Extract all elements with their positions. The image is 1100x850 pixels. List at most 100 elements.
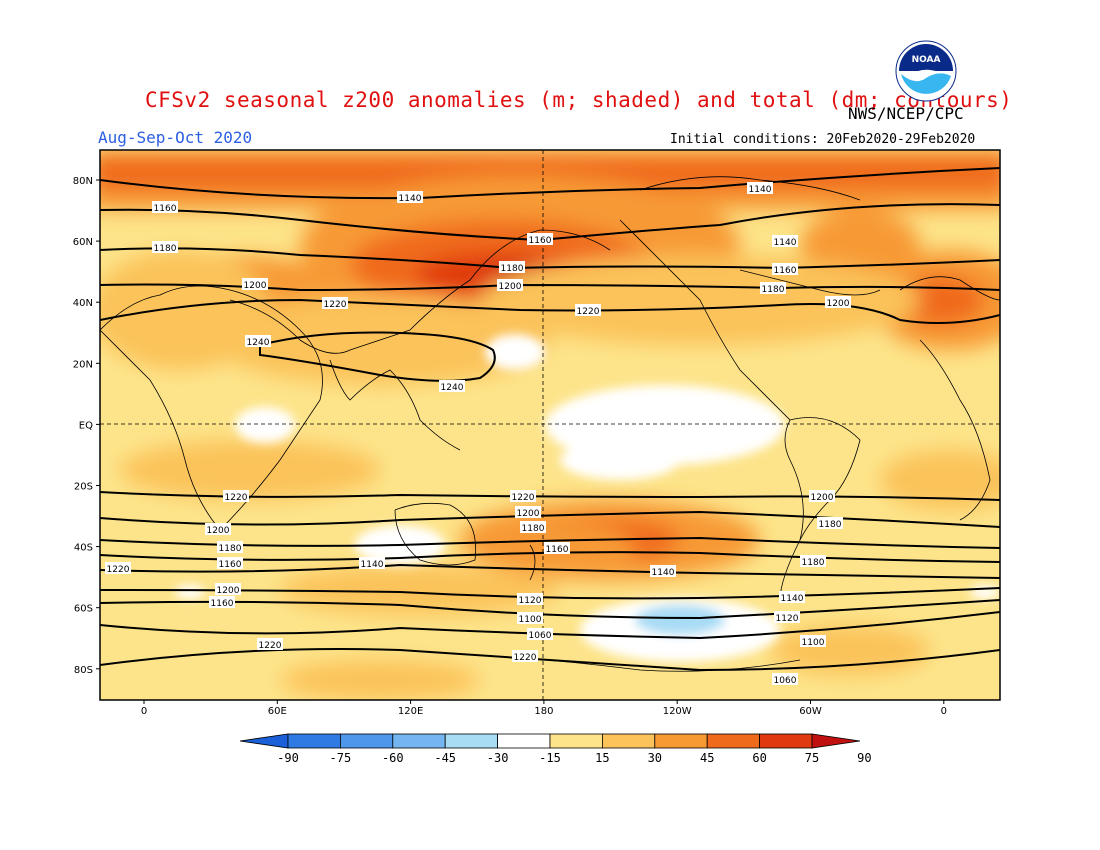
colorbar-cell <box>392 733 446 749</box>
svg-text:1100: 1100 <box>519 615 542 625</box>
colorbar-cell <box>444 733 499 749</box>
svg-text:1180: 1180 <box>819 520 842 530</box>
colorbar-label: -45 <box>434 751 456 765</box>
colorbar-cell <box>759 733 813 749</box>
contour-label: 1140 <box>779 591 805 604</box>
svg-text:1180: 1180 <box>762 285 785 295</box>
lat-tick-label: 20N <box>73 359 93 370</box>
lat-tick-label: 20S <box>74 482 93 493</box>
lat-tick-label: 40N <box>73 298 93 309</box>
contour-label: 1180 <box>800 555 826 568</box>
longitude-axis: 0 60E 120E 180 120W 60W 0 <box>141 700 947 717</box>
svg-text:1120: 1120 <box>519 596 542 606</box>
contour-label: 1160 <box>544 542 570 555</box>
svg-text:1160: 1160 <box>211 599 234 609</box>
colorbar-cell-max <box>811 733 861 749</box>
contour-label: 1160 <box>152 201 178 214</box>
anomaly-shading <box>100 150 1000 700</box>
svg-text:1220: 1220 <box>259 641 282 651</box>
contour-label: 1120 <box>774 611 800 624</box>
svg-text:1200: 1200 <box>217 586 240 596</box>
svg-text:1180: 1180 <box>501 264 524 274</box>
svg-text:1120: 1120 <box>776 614 799 624</box>
contour-label: 1180 <box>817 517 843 530</box>
svg-text:1220: 1220 <box>324 300 347 310</box>
contour-label: 1100 <box>800 635 826 648</box>
colorbar-cell <box>706 733 761 749</box>
contour-label: 1220 <box>257 638 283 651</box>
contour-label: 1220 <box>575 304 601 317</box>
contour-label: 1240 <box>439 380 465 393</box>
colorbar-cell <box>654 733 708 749</box>
svg-text:1180: 1180 <box>802 558 825 568</box>
lat-tick-label: EQ <box>79 420 93 431</box>
svg-text:1160: 1160 <box>546 545 569 555</box>
svg-text:1180: 1180 <box>522 524 545 534</box>
logo-text: NOAA <box>912 55 941 65</box>
svg-text:1140: 1140 <box>652 568 675 578</box>
contour-label: 1240 <box>245 335 271 348</box>
coastlines <box>100 176 1000 672</box>
contour-label: 1200 <box>497 279 523 292</box>
svg-text:1220: 1220 <box>577 307 600 317</box>
colorbar-label: 75 <box>805 751 819 765</box>
colorbar-cell <box>497 733 551 749</box>
lon-tick-label: 60E <box>268 706 287 717</box>
svg-text:1200: 1200 <box>811 493 834 503</box>
svg-text:1200: 1200 <box>499 282 522 292</box>
svg-text:1140: 1140 <box>399 194 422 204</box>
contour-label: 1120 <box>517 593 543 606</box>
colorbar-cell <box>339 733 394 749</box>
initial-conditions-label: Initial conditions: 20Feb2020-29Feb2020 <box>670 132 976 147</box>
lon-tick-label: 0 <box>141 706 147 717</box>
svg-text:1160: 1160 <box>529 236 552 246</box>
contour-label: 1140 <box>747 182 773 195</box>
svg-text:1060: 1060 <box>774 676 797 686</box>
contour-label: 1060 <box>527 628 553 641</box>
colorbar-label: 45 <box>700 751 714 765</box>
lon-tick-label: 60W <box>799 706 822 717</box>
contour-label: 1220 <box>512 650 538 663</box>
svg-text:1200: 1200 <box>827 299 850 309</box>
svg-text:1140: 1140 <box>361 560 384 570</box>
colorbar-label: 60 <box>752 751 766 765</box>
contour-label: 1200 <box>205 523 231 536</box>
colorbar-cell-min <box>239 733 289 749</box>
svg-text:1220: 1220 <box>512 493 535 503</box>
contour-label: 1100 <box>517 612 543 625</box>
colorbar-cell <box>549 733 603 749</box>
svg-text:1140: 1140 <box>774 238 797 248</box>
contour-label: 1160 <box>772 263 798 276</box>
lat-tick-label: 80N <box>73 176 93 187</box>
contour-label: 1140 <box>359 557 385 570</box>
colorbar-label: -60 <box>382 751 404 765</box>
lat-tick-label: 80S <box>74 665 93 676</box>
colorbar-cell <box>287 733 341 749</box>
svg-text:1200: 1200 <box>517 509 540 519</box>
svg-text:1180: 1180 <box>219 544 242 554</box>
svg-text:1180: 1180 <box>154 244 177 254</box>
svg-text:1240: 1240 <box>441 383 464 393</box>
contour-label: 1180 <box>520 521 546 534</box>
svg-text:1220: 1220 <box>514 653 537 663</box>
lat-tick-label: 60N <box>73 237 93 248</box>
contour-label: 1180 <box>760 282 786 295</box>
colorbar-label: -15 <box>539 751 561 765</box>
svg-text:1140: 1140 <box>749 185 772 195</box>
contour-label: 1220 <box>322 297 348 310</box>
colorbar-label: 90 <box>857 751 871 765</box>
contour-label: 1200 <box>215 583 241 596</box>
contour-label: 1180 <box>499 261 525 274</box>
svg-text:1200: 1200 <box>207 526 230 536</box>
noaa-logo-icon: NOAA <box>895 40 957 102</box>
contour-label: 1180 <box>217 541 243 554</box>
contour-label: 1200 <box>242 278 268 291</box>
contour-label: 1200 <box>515 506 541 519</box>
svg-text:1240: 1240 <box>247 338 270 348</box>
colorbar-label: 15 <box>595 751 609 765</box>
agency-label: NWS/NCEP/CPC <box>848 104 964 123</box>
contour-label: 1140 <box>772 235 798 248</box>
svg-text:1140: 1140 <box>781 594 804 604</box>
contour-label: 1220 <box>510 490 536 503</box>
